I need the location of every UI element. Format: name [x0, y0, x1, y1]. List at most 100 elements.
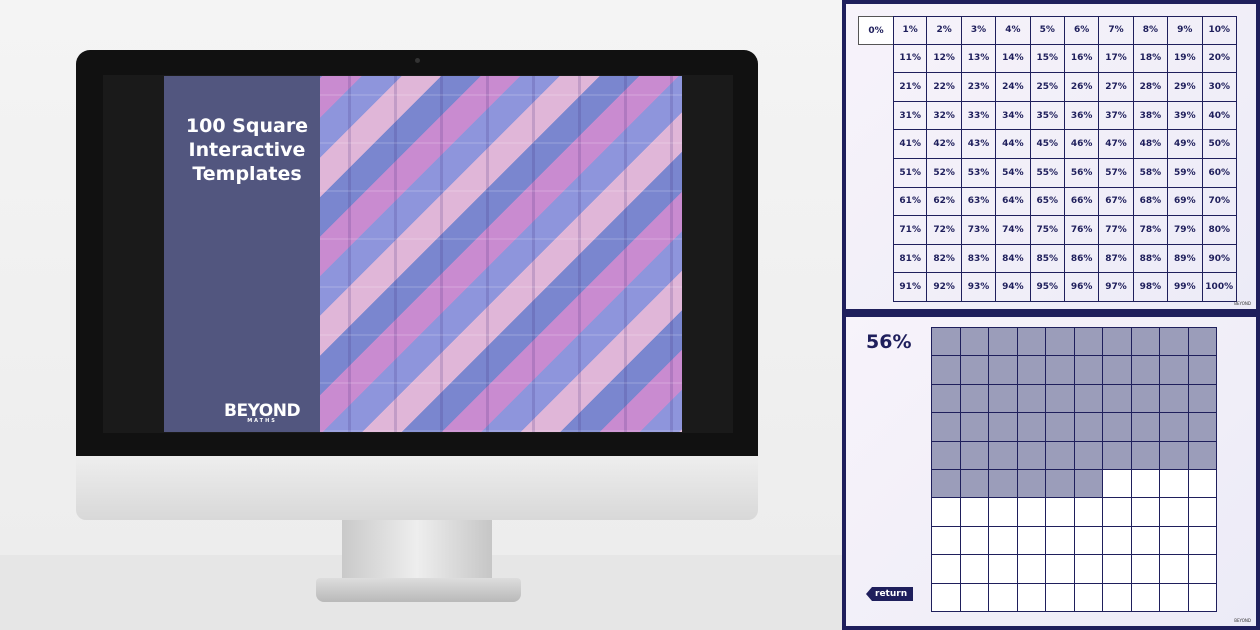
grid-cell-76[interactable]: 76% — [1064, 216, 1100, 245]
grid-cell-66[interactable]: 66% — [1064, 187, 1100, 217]
square-cell[interactable] — [1160, 555, 1189, 584]
grid-cell-18[interactable]: 18% — [1133, 44, 1169, 74]
square-cell[interactable] — [1188, 555, 1217, 584]
grid-cell-40[interactable]: 40% — [1202, 101, 1237, 131]
square-cell[interactable] — [1131, 441, 1160, 470]
grid-cell-2[interactable]: 2% — [927, 16, 962, 45]
square-cell[interactable] — [989, 526, 1018, 556]
square-cell[interactable] — [1103, 583, 1132, 612]
square-cell[interactable] — [1188, 384, 1217, 414]
square-cell[interactable] — [1188, 583, 1217, 612]
grid-cell-9[interactable]: 9% — [1168, 16, 1203, 45]
grid-cell-71[interactable]: 71% — [893, 216, 928, 245]
square-cell[interactable] — [1017, 555, 1046, 584]
grid-cell-16[interactable]: 16% — [1064, 44, 1100, 74]
square-cell[interactable] — [1017, 526, 1046, 556]
grid-cell-23[interactable]: 23% — [961, 73, 997, 102]
square-cell[interactable] — [1188, 498, 1217, 527]
square-cell[interactable] — [960, 555, 989, 584]
square-cell[interactable] — [1046, 526, 1075, 556]
square-cell[interactable] — [989, 469, 1018, 499]
square-cell[interactable] — [1074, 583, 1103, 612]
square-cell[interactable] — [1046, 441, 1075, 470]
grid-cell-78[interactable]: 78% — [1133, 216, 1169, 245]
square-cell[interactable] — [1188, 469, 1217, 499]
grid-cell-56[interactable]: 56% — [1064, 158, 1100, 188]
square-cell[interactable] — [1188, 356, 1217, 385]
square-cell[interactable] — [1160, 356, 1189, 385]
grid-cell-81[interactable]: 81% — [893, 244, 928, 274]
square-cell[interactable] — [1188, 328, 1217, 357]
square-cell[interactable] — [932, 384, 961, 414]
square-cell[interactable] — [960, 498, 989, 527]
square-cell[interactable] — [1074, 498, 1103, 527]
square-cell[interactable] — [1131, 356, 1160, 385]
square-cell[interactable] — [1160, 441, 1189, 470]
square-cell[interactable] — [1074, 356, 1103, 385]
square-cell[interactable] — [1131, 583, 1160, 612]
square-cell[interactable] — [1074, 384, 1103, 414]
square-cell[interactable] — [960, 526, 989, 556]
square-cell[interactable] — [1160, 384, 1189, 414]
square-cell[interactable] — [1160, 498, 1189, 527]
square-cell[interactable] — [1046, 469, 1075, 499]
square-cell[interactable] — [1074, 328, 1103, 357]
square-cell[interactable] — [1017, 441, 1046, 470]
square-cell[interactable] — [960, 384, 989, 414]
grid-cell-22[interactable]: 22% — [927, 73, 962, 102]
square-cell[interactable] — [989, 413, 1018, 442]
square-cell[interactable] — [1074, 469, 1103, 499]
square-cell[interactable] — [1160, 469, 1189, 499]
square-cell[interactable] — [932, 498, 961, 527]
grid-cell-49[interactable]: 49% — [1168, 130, 1203, 159]
grid-cell-37[interactable]: 37% — [1099, 101, 1134, 131]
grid-cell-95[interactable]: 95% — [1030, 273, 1065, 302]
square-cell[interactable] — [1188, 413, 1217, 442]
square-cell[interactable] — [1017, 469, 1046, 499]
grid-cell-63[interactable]: 63% — [961, 187, 997, 217]
grid-cell-79[interactable]: 79% — [1168, 216, 1203, 245]
grid-cell-45[interactable]: 45% — [1030, 130, 1065, 159]
grid-cell-15[interactable]: 15% — [1030, 44, 1065, 74]
square-cell[interactable] — [1131, 469, 1160, 499]
square-cell[interactable] — [1046, 384, 1075, 414]
square-cell[interactable] — [1046, 328, 1075, 357]
grid-cell-98[interactable]: 98% — [1133, 273, 1169, 302]
grid-cell-7[interactable]: 7% — [1099, 16, 1134, 45]
grid-cell-34[interactable]: 34% — [996, 101, 1031, 131]
square-cell[interactable] — [1103, 413, 1132, 442]
grid-cell-51[interactable]: 51% — [893, 158, 928, 188]
grid-cell-64[interactable]: 64% — [996, 187, 1031, 217]
grid-cell-27[interactable]: 27% — [1099, 73, 1134, 102]
square-cell[interactable] — [1074, 526, 1103, 556]
square-cell[interactable] — [1131, 328, 1160, 357]
square-cell[interactable] — [1074, 441, 1103, 470]
square-cell[interactable] — [932, 441, 961, 470]
square-cell[interactable] — [932, 583, 961, 612]
grid-cell-100[interactable]: 100% — [1202, 273, 1237, 302]
square-cell[interactable] — [1103, 498, 1132, 527]
grid-cell-60[interactable]: 60% — [1202, 158, 1237, 188]
square-cell[interactable] — [1103, 526, 1132, 556]
grid-cell-88[interactable]: 88% — [1133, 244, 1169, 274]
square-cell[interactable] — [1074, 555, 1103, 584]
grid-cell-4[interactable]: 4% — [996, 16, 1031, 45]
grid-cell-69[interactable]: 69% — [1168, 187, 1203, 217]
grid-cell-19[interactable]: 19% — [1168, 44, 1203, 74]
square-cell[interactable] — [960, 441, 989, 470]
square-cell[interactable] — [1103, 555, 1132, 584]
grid-cell-68[interactable]: 68% — [1133, 187, 1169, 217]
square-cell[interactable] — [960, 328, 989, 357]
square-cell[interactable] — [989, 583, 1018, 612]
grid-cell-47[interactable]: 47% — [1099, 130, 1134, 159]
square-cell[interactable] — [932, 555, 961, 584]
grid-cell-77[interactable]: 77% — [1099, 216, 1134, 245]
square-cell[interactable] — [1046, 583, 1075, 612]
grid-cell-25[interactable]: 25% — [1030, 73, 1065, 102]
square-cell[interactable] — [1103, 384, 1132, 414]
grid-cell-87[interactable]: 87% — [1099, 244, 1134, 274]
grid-cell-84[interactable]: 84% — [996, 244, 1031, 274]
square-cell[interactable] — [932, 526, 961, 556]
square-cell[interactable] — [1160, 413, 1189, 442]
square-cell[interactable] — [1017, 328, 1046, 357]
